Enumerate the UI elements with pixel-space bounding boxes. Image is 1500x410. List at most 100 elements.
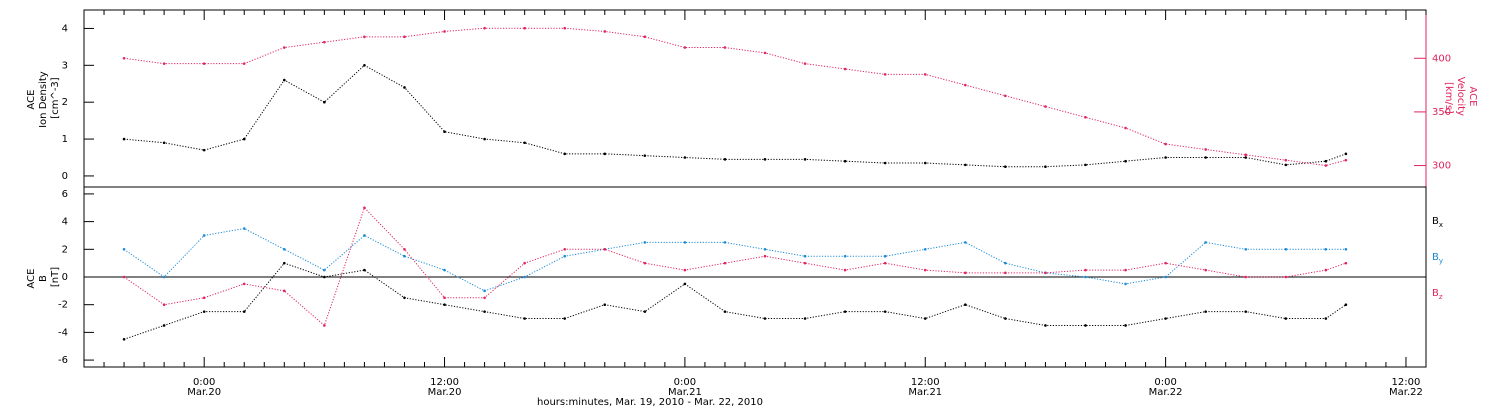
point-bz bbox=[1124, 268, 1127, 272]
point-velocity bbox=[363, 35, 366, 39]
point-density bbox=[242, 137, 246, 141]
point-density bbox=[363, 64, 366, 67]
point-density bbox=[1204, 156, 1207, 159]
point-velocity bbox=[1164, 142, 1167, 146]
point-bx bbox=[964, 303, 967, 306]
point-bx bbox=[723, 310, 727, 313]
point-bz bbox=[523, 261, 526, 265]
point-bx bbox=[403, 296, 406, 300]
series-bx-trace bbox=[123, 262, 1347, 340]
density-tick-label: 2 bbox=[62, 97, 68, 108]
point-velocity bbox=[242, 62, 246, 65]
point-by bbox=[162, 275, 166, 279]
b-tick-label: 6 bbox=[62, 189, 68, 200]
point-bx bbox=[1324, 317, 1328, 320]
point-bx bbox=[643, 310, 647, 313]
point-by bbox=[563, 254, 567, 258]
b-axis-label-line1: ACE bbox=[26, 269, 37, 289]
point-density bbox=[202, 148, 206, 152]
point-bx bbox=[202, 310, 206, 313]
x-tick-label-time: 0:00 bbox=[193, 377, 215, 388]
magnetic-series bbox=[122, 206, 1348, 341]
point-density bbox=[643, 154, 647, 157]
point-density bbox=[1164, 156, 1167, 159]
x-tick-label-date: Mar.20 bbox=[187, 387, 221, 398]
point-density bbox=[282, 78, 286, 82]
point-velocity bbox=[563, 26, 567, 30]
point-velocity bbox=[1084, 115, 1087, 119]
point-density bbox=[683, 156, 687, 159]
point-bx bbox=[162, 324, 166, 327]
point-by bbox=[964, 241, 967, 244]
point-by bbox=[923, 248, 927, 251]
point-bx bbox=[1084, 324, 1087, 327]
point-by bbox=[803, 254, 807, 258]
point-by bbox=[363, 234, 366, 237]
point-density bbox=[1044, 165, 1047, 169]
point-bx bbox=[1344, 303, 1348, 306]
point-bz bbox=[363, 206, 366, 210]
point-density bbox=[883, 161, 887, 165]
point-by bbox=[1324, 248, 1328, 251]
point-density bbox=[964, 163, 967, 167]
point-by bbox=[843, 254, 847, 258]
point-bx bbox=[1044, 324, 1047, 327]
point-bz bbox=[723, 261, 727, 265]
x-tick-label-time: 0:00 bbox=[1154, 377, 1176, 388]
point-velocity bbox=[483, 26, 486, 30]
point-density bbox=[1324, 159, 1328, 163]
point-velocity bbox=[883, 73, 887, 76]
point-velocity bbox=[523, 26, 526, 30]
series-bx bbox=[122, 261, 1348, 341]
point-velocity bbox=[923, 73, 927, 76]
point-bz bbox=[964, 271, 967, 275]
velocity-axis-label-line1: ACE bbox=[1467, 86, 1478, 106]
point-by bbox=[763, 248, 767, 251]
point-bz bbox=[1044, 271, 1047, 275]
point-velocity bbox=[122, 56, 126, 60]
point-bz bbox=[1004, 271, 1007, 275]
point-density bbox=[483, 137, 486, 141]
x-tick-label-date: Mar.22 bbox=[1389, 387, 1423, 398]
x-tick-label-time: 12:00 bbox=[1392, 377, 1421, 388]
x-tick-label-time: 0:00 bbox=[674, 377, 696, 388]
point-bz bbox=[443, 296, 446, 300]
point-bz bbox=[1164, 261, 1167, 265]
series-velocity-trace bbox=[123, 27, 1347, 167]
point-velocity bbox=[803, 62, 807, 65]
point-bz bbox=[1324, 268, 1328, 272]
point-by bbox=[723, 241, 727, 244]
point-bz bbox=[1244, 275, 1248, 279]
series-by bbox=[122, 227, 1348, 293]
point-by bbox=[1204, 241, 1207, 244]
point-bz bbox=[122, 275, 126, 279]
point-bx bbox=[763, 317, 767, 320]
point-by bbox=[202, 234, 206, 237]
point-bz bbox=[242, 282, 246, 286]
point-velocity bbox=[403, 35, 406, 39]
point-by bbox=[1284, 248, 1288, 251]
point-velocity bbox=[282, 46, 286, 49]
x-tick-label-date: Mar.22 bbox=[1149, 387, 1183, 398]
magnetic-panel: -6 -4 -2 0 2 4 6 ACE B [nT] Bx By Bz bbox=[26, 186, 1443, 368]
point-density bbox=[403, 86, 406, 89]
point-velocity bbox=[162, 62, 166, 65]
point-bx bbox=[242, 310, 246, 313]
point-by bbox=[1124, 282, 1127, 286]
point-bz bbox=[643, 261, 647, 265]
point-velocity bbox=[323, 40, 326, 44]
point-bz bbox=[563, 248, 567, 251]
velocity-tick-label: 300 bbox=[1432, 161, 1451, 172]
point-velocity bbox=[763, 51, 767, 55]
point-by bbox=[403, 254, 406, 258]
point-bx bbox=[883, 310, 887, 313]
velocity-tick-label: 350 bbox=[1432, 107, 1451, 118]
x-axis-title: hours:minutes, Mar. 19, 2010 - Mar. 22, … bbox=[537, 397, 763, 408]
series-bz-trace bbox=[123, 206, 1347, 327]
point-density bbox=[563, 152, 567, 156]
point-by bbox=[1084, 275, 1087, 279]
point-density bbox=[803, 158, 807, 161]
point-bx bbox=[563, 317, 567, 320]
point-bz bbox=[763, 254, 767, 258]
